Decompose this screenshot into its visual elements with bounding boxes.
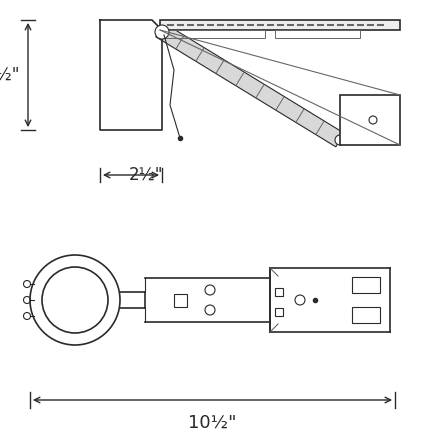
Text: 2½": 2½": [129, 166, 163, 184]
Bar: [340, 95, 400, 145]
Bar: [275, 30, 360, 38]
Bar: [174, 294, 187, 307]
Bar: [275, 308, 283, 316]
Circle shape: [30, 255, 120, 345]
Text: 10½": 10½": [188, 414, 237, 432]
Bar: [352, 307, 380, 323]
Circle shape: [335, 135, 345, 145]
Bar: [163, 30, 265, 38]
Bar: [352, 277, 380, 293]
Bar: [275, 288, 283, 296]
Text: 3½": 3½": [0, 66, 20, 84]
Polygon shape: [156, 23, 344, 147]
Bar: [160, 20, 400, 30]
Circle shape: [155, 25, 169, 39]
